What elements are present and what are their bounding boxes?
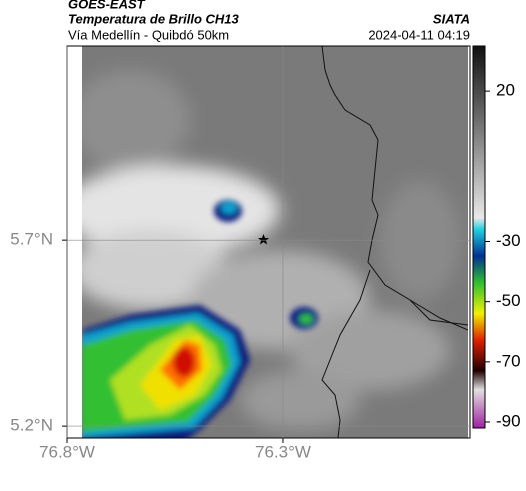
y-tick-label: 5.7°N bbox=[10, 230, 53, 249]
location: Vía Medellín - Quibdó 50km bbox=[68, 27, 229, 42]
satellite-image bbox=[82, 46, 468, 438]
colorbar bbox=[472, 45, 486, 429]
source: SIATA bbox=[433, 11, 470, 26]
x-tick-label: 76.3°W bbox=[255, 442, 311, 461]
colorbar-tick-label: -30 bbox=[496, 231, 521, 250]
location-marker bbox=[258, 234, 269, 245]
colorbar-tick-label: 20 bbox=[496, 81, 515, 100]
y-tick-label: 5.2°N bbox=[10, 416, 53, 435]
colorbar-tick-label: -70 bbox=[496, 351, 521, 370]
colorbar-tick-label: -50 bbox=[496, 291, 521, 310]
datetime: 2024-04-11 04:19 bbox=[368, 27, 470, 42]
x-tick-label: 76.8°W bbox=[39, 442, 95, 461]
colorbar-tick-label: -90 bbox=[496, 411, 521, 430]
subtitle: Temperatura de Brillo CH13 bbox=[68, 11, 240, 26]
title: GOES-EAST bbox=[68, 0, 146, 11]
